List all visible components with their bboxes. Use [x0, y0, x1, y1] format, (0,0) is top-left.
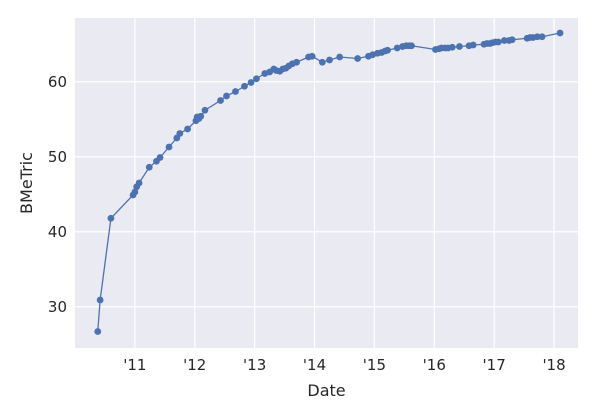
data-point — [156, 154, 164, 161]
data-point — [354, 55, 362, 62]
data-point — [131, 188, 139, 196]
data-point — [393, 44, 401, 52]
data-point — [326, 56, 333, 64]
data-point — [165, 143, 173, 151]
data-point — [456, 43, 463, 50]
data-point — [500, 37, 508, 44]
y-tick-label: 30 — [48, 298, 67, 316]
y-tick-label: 50 — [48, 148, 67, 166]
data-point — [336, 53, 344, 61]
x-tick-label: '13 — [243, 356, 266, 374]
data-point — [253, 75, 260, 83]
data-point — [217, 97, 224, 104]
data-point — [201, 106, 209, 114]
x-tick-label: '12 — [183, 356, 206, 374]
x-tick-label: '14 — [303, 356, 326, 374]
data-point — [145, 163, 153, 171]
data-point — [556, 29, 564, 37]
data-point — [308, 52, 316, 60]
data-point — [184, 125, 191, 133]
data-point — [508, 36, 516, 44]
y-tick-label: 60 — [48, 73, 67, 91]
y-tick-label: 40 — [48, 223, 67, 241]
data-point — [241, 82, 248, 90]
data-point — [197, 112, 205, 120]
series-layer — [94, 29, 564, 335]
data-point — [176, 130, 184, 137]
data-point — [448, 43, 456, 51]
x-tick-label: '17 — [483, 356, 506, 374]
x-tick-label: '15 — [363, 356, 386, 374]
data-point — [223, 92, 230, 100]
data-point — [408, 42, 415, 50]
plot-area — [75, 18, 578, 348]
y-tick-labels: 30 40 50 60 — [48, 73, 67, 316]
x-axis-label: Date — [307, 381, 345, 400]
data-point — [135, 179, 143, 187]
y-axis-label: BMeTric — [17, 152, 36, 214]
data-point — [107, 214, 115, 222]
x-tick-labels: '11 '12 '13 '14 '15 '16 '17 '18 — [123, 356, 565, 374]
x-tick-label: '18 — [542, 356, 565, 374]
data-point — [94, 328, 102, 335]
x-tick-label: '11 — [123, 356, 146, 374]
x-tick-label: '16 — [423, 356, 446, 374]
data-point — [469, 41, 477, 49]
data-point — [494, 38, 502, 46]
data-point — [293, 58, 300, 66]
data-point — [96, 296, 104, 304]
data-point — [232, 88, 239, 95]
data-point — [318, 58, 326, 66]
data-point — [384, 46, 391, 54]
data-point — [533, 33, 541, 41]
data-point — [538, 33, 546, 41]
data-point — [247, 79, 255, 86]
